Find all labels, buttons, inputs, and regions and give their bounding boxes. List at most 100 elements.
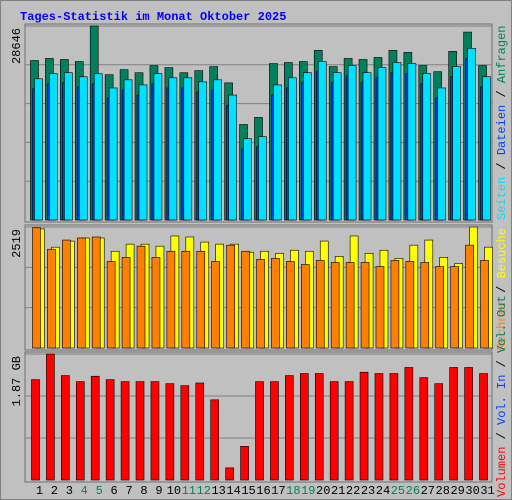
x-tick-label: 7 — [125, 484, 132, 498]
x-tick-label: 19 — [301, 484, 315, 498]
bar — [93, 73, 103, 221]
bar — [76, 237, 86, 349]
bar — [389, 373, 399, 481]
x-tick-label: 20 — [316, 484, 330, 498]
legend: Rechner / Besuche — [495, 228, 509, 350]
legend-entry: Vol. In — [495, 375, 509, 425]
bar — [374, 373, 384, 481]
x-tick-label: 28 — [436, 484, 450, 498]
bar — [153, 73, 163, 221]
x-tick-label: 4 — [81, 484, 88, 498]
bar — [345, 262, 355, 349]
bar — [420, 262, 430, 349]
bar — [256, 259, 265, 349]
bar — [362, 72, 372, 221]
bar — [419, 377, 429, 481]
bar — [332, 72, 342, 221]
bar — [166, 250, 176, 349]
bar — [315, 260, 325, 349]
bar — [347, 65, 357, 221]
bar — [62, 239, 71, 349]
bar — [405, 261, 415, 349]
x-tick-label: 9 — [155, 484, 162, 498]
bar — [258, 136, 267, 221]
bar — [198, 81, 208, 221]
x-tick-label: 16 — [256, 484, 270, 498]
x-tick-label: 29 — [450, 484, 464, 498]
bar — [377, 67, 387, 221]
x-tick-label: 30 — [465, 484, 479, 498]
legend: Seiten / Dateien / Anfragen — [495, 26, 509, 220]
bar — [314, 373, 324, 481]
bar — [273, 84, 282, 221]
bar — [213, 79, 222, 221]
bar — [392, 62, 402, 221]
bar — [407, 63, 417, 221]
bar — [150, 381, 160, 481]
bar — [450, 266, 459, 349]
x-tick-label: 26 — [406, 484, 420, 498]
bar — [467, 48, 476, 221]
bar — [46, 353, 55, 481]
chart-title: Tages-Statistik im Monat Oktober 2025 — [20, 10, 286, 24]
bar — [31, 379, 40, 481]
bar — [34, 78, 43, 221]
bar — [121, 257, 131, 349]
y-tick-label: 28646 — [10, 28, 24, 64]
bar — [479, 373, 488, 481]
bar — [329, 381, 339, 481]
legend-entry: Dateien — [495, 105, 509, 155]
bar — [360, 262, 370, 349]
x-tick-label: 8 — [140, 484, 147, 498]
x-tick-label: 17 — [271, 484, 285, 498]
bar — [286, 261, 295, 349]
x-tick-label: 14 — [226, 484, 240, 498]
bar — [123, 79, 133, 221]
bar — [196, 250, 206, 349]
bar — [270, 381, 279, 481]
bar — [165, 383, 175, 481]
legend-separator: / — [495, 278, 509, 300]
bar — [64, 72, 73, 221]
bar — [47, 248, 56, 349]
bar — [240, 446, 249, 481]
y-tick-label: 1.87 GB — [10, 356, 24, 406]
bar — [78, 76, 88, 221]
bar — [288, 77, 297, 221]
bar — [180, 385, 190, 481]
bar — [168, 77, 178, 221]
bar — [195, 382, 205, 481]
bar — [449, 367, 458, 481]
bar — [375, 266, 385, 349]
bar — [49, 73, 58, 221]
legend: Volumen / Vol. In / Vol. Out — [495, 295, 509, 497]
x-tick-label: 24 — [376, 484, 390, 498]
bar — [108, 87, 118, 221]
bar — [32, 227, 41, 349]
bar — [422, 73, 432, 221]
legend-entry: Rechner — [495, 300, 509, 350]
x-tick-label: 13 — [211, 484, 225, 498]
x-tick-label: 22 — [346, 484, 360, 498]
bar — [228, 94, 237, 221]
bar — [90, 375, 100, 481]
x-tick-label: 6 — [111, 484, 118, 498]
bar — [303, 72, 312, 221]
legend-entry: Vol. Out — [495, 295, 509, 353]
bar — [434, 383, 444, 481]
bar — [226, 244, 235, 349]
bar — [61, 375, 70, 481]
bar — [211, 261, 220, 349]
bar — [480, 260, 489, 349]
x-tick-label: 1 — [36, 484, 43, 498]
bar — [151, 257, 161, 349]
bar — [435, 266, 445, 349]
bar — [243, 138, 252, 221]
bar — [300, 373, 309, 481]
bar — [120, 381, 130, 481]
bar — [301, 264, 310, 349]
x-tick-label: 27 — [421, 484, 435, 498]
bar — [241, 250, 250, 349]
x-tick-label: 25 — [391, 484, 405, 498]
